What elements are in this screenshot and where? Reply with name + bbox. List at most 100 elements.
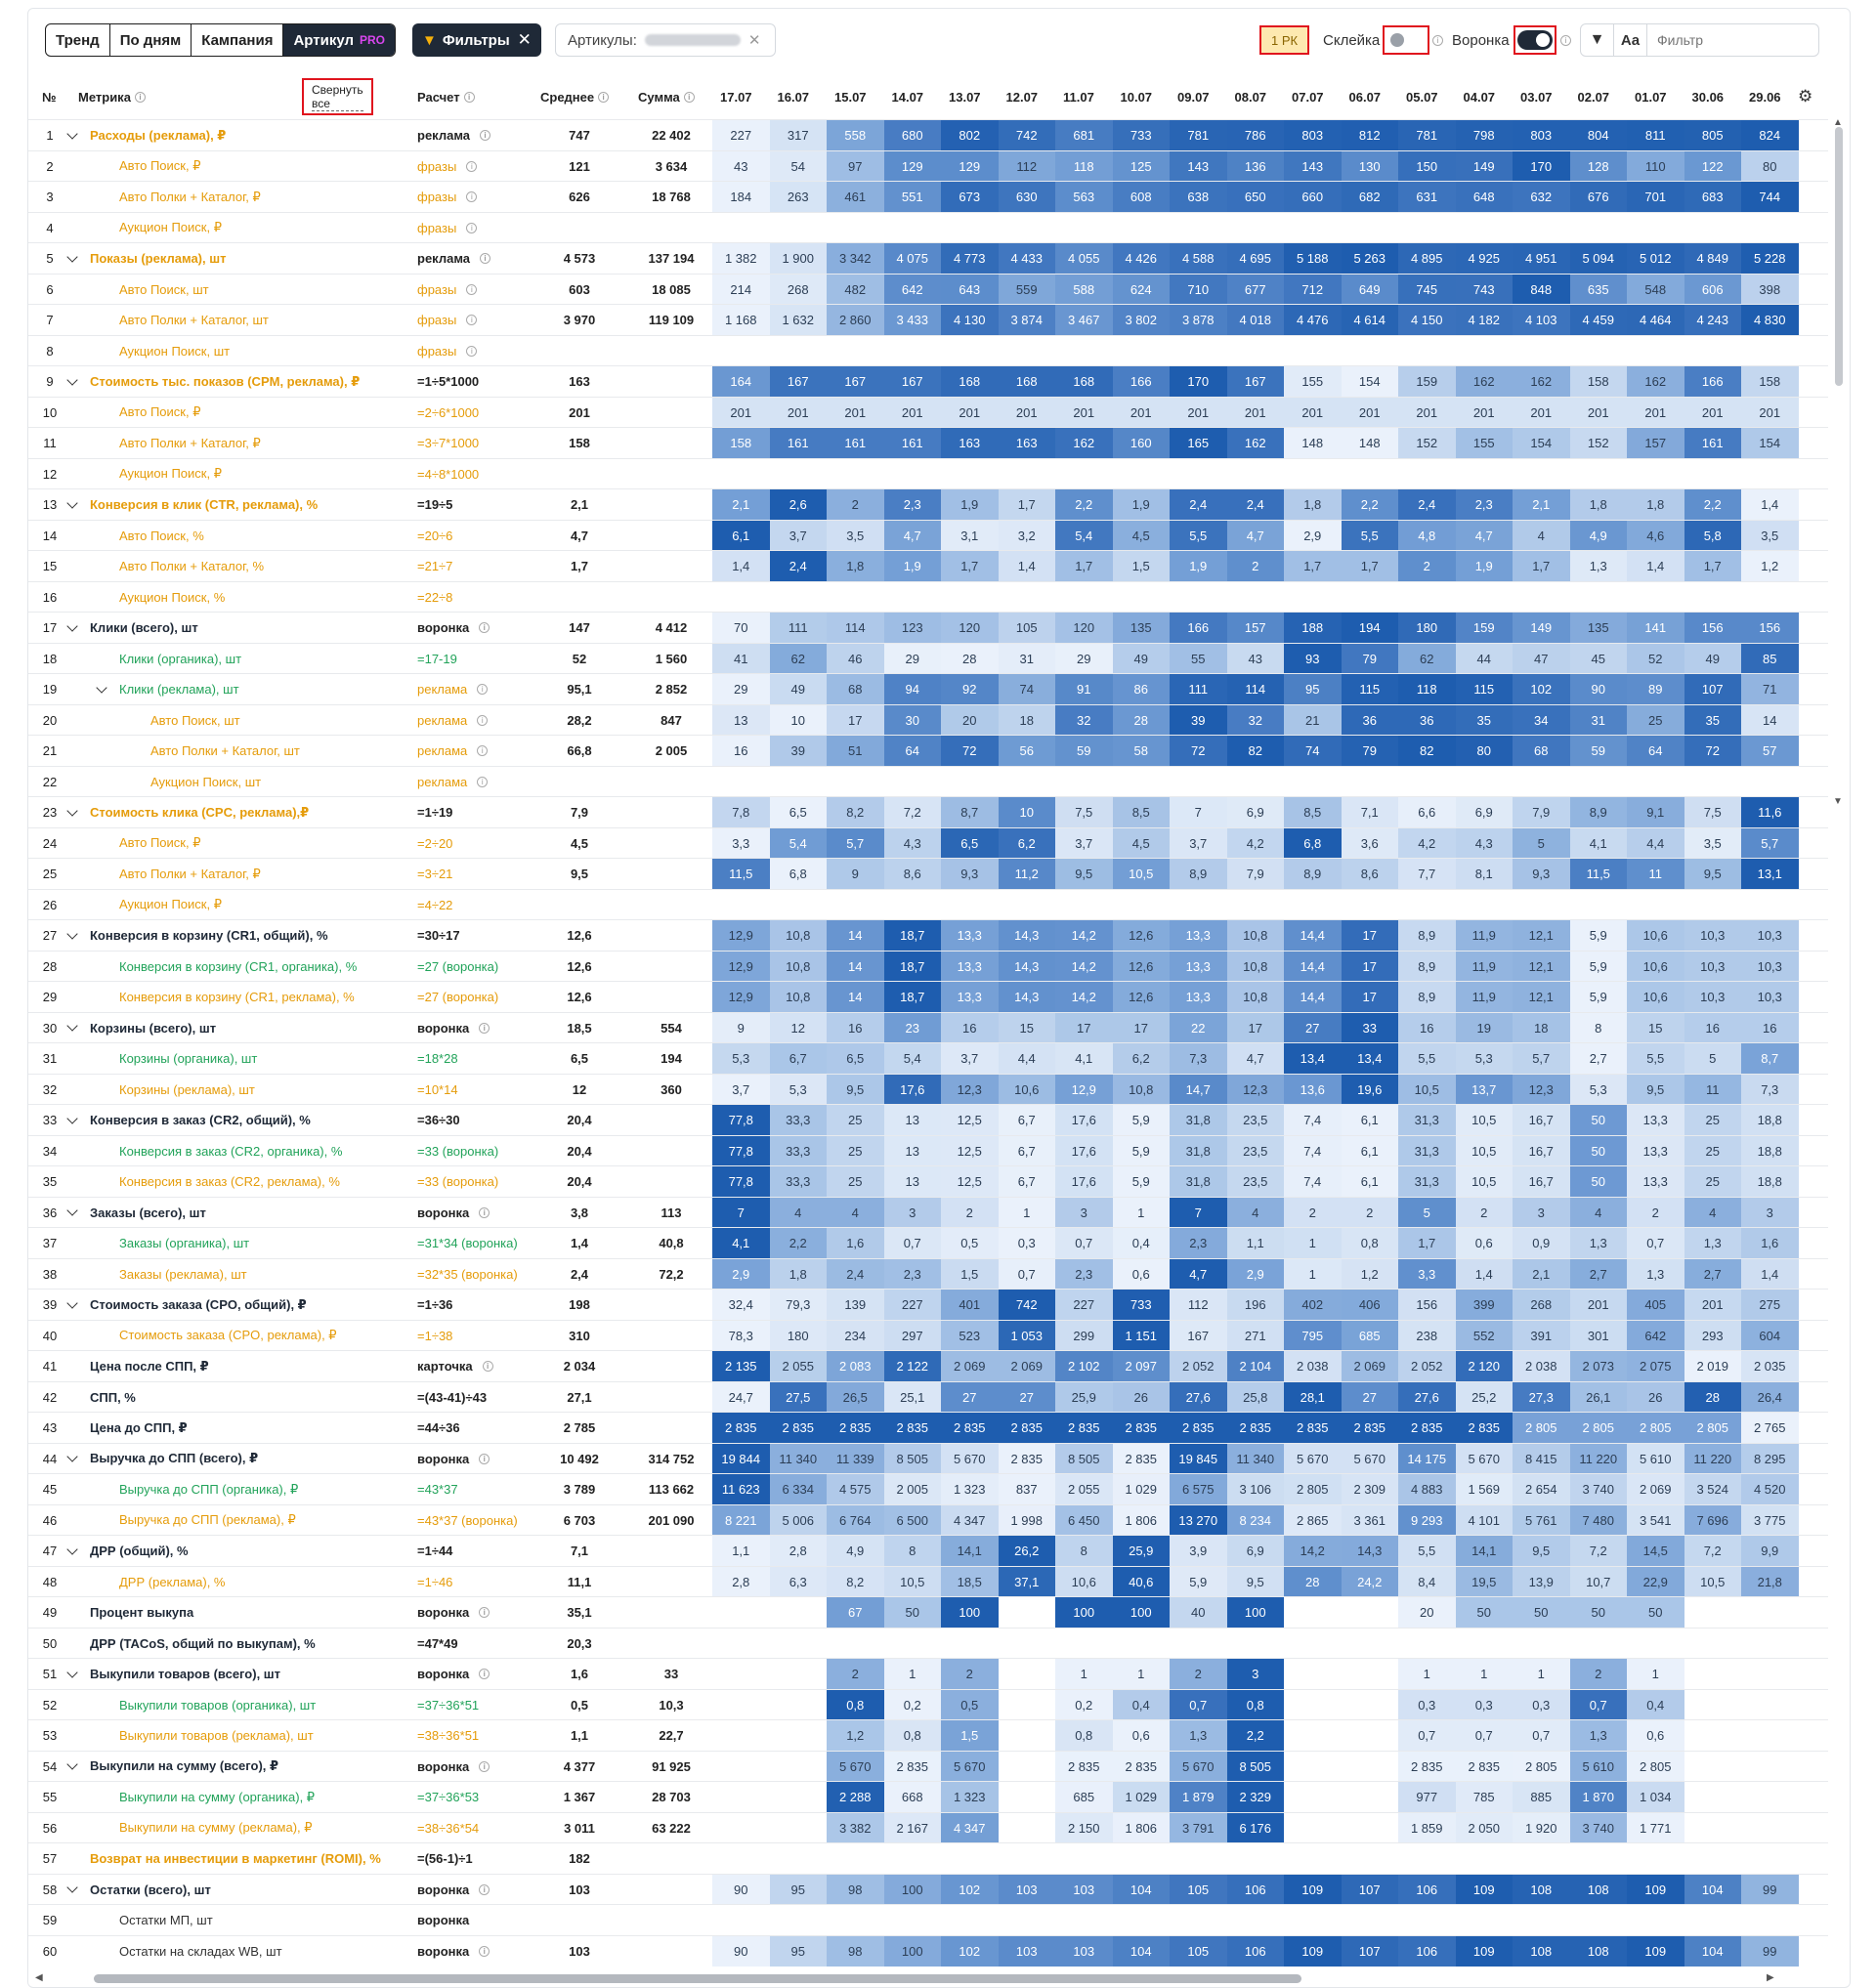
col-metric[interactable]: Метрика i [78, 76, 146, 117]
chevron-down-icon[interactable] [66, 1105, 84, 1136]
chevron-down-icon[interactable] [66, 920, 84, 952]
table-row[interactable]: 30 Корзины (всего), шт воронка i 18,5 554 9 12 1… [28, 1011, 1828, 1044]
table-row[interactable]: 40 Стоимость заказа (CPO, реклама), ₽ =1÷3… [28, 1319, 1828, 1351]
funnel-toggle-frame[interactable] [1514, 25, 1556, 55]
table-row[interactable]: 55 Выкупили на сумму (органика), ₽ =37÷36*… [28, 1781, 1828, 1813]
date-header[interactable]: 04.07 [1463, 89, 1496, 105]
info-icon[interactable]: i [466, 160, 478, 172]
filter-icon[interactable]: ▼ [1581, 24, 1614, 56]
avg-info-icon[interactable]: i [598, 91, 610, 103]
info-icon[interactable]: i [482, 1361, 493, 1373]
table-row[interactable]: 39 Стоимость заказа (CPO, общий), ₽ =1÷36 1… [28, 1289, 1828, 1321]
scroll-left-icon[interactable]: ◀ [35, 1972, 43, 1983]
info-icon[interactable]: i [479, 1760, 490, 1772]
chevron-down-icon[interactable] [66, 489, 84, 521]
clear-filters-icon[interactable]: ✕ [517, 30, 532, 49]
table-row[interactable]: 31 Корзины (органика), шт =18*28 6,5 194 5,3 6… [28, 1042, 1828, 1075]
table-row[interactable]: 9 Стоимость тыс. показов (CPM, реклама), … [28, 365, 1828, 398]
table-row[interactable]: 17 Клики (всего), шт воронка i 147 4 412 70 111… [28, 612, 1828, 644]
table-row[interactable]: 45 Выручка до СПП (органика), ₽ =43*37 3 78… [28, 1473, 1828, 1505]
info-icon[interactable]: i [477, 684, 489, 696]
date-header[interactable]: 07.07 [1292, 89, 1324, 105]
table-row[interactable]: 7 Авто Полки + Каталог, шт фразы i 3 970 119 … [28, 304, 1828, 336]
table-row[interactable]: 59 Остатки МП, шт воронка [28, 1904, 1828, 1935]
filter-input[interactable] [1647, 25, 1809, 55]
table-row[interactable]: 42 СПП, % =(43-41)÷43 27,1 24,7 27,5 26,5 25,1 2… [28, 1380, 1828, 1413]
articles-field[interactable]: Артикулы: ✕ [555, 23, 776, 57]
tab-campaign[interactable]: Кампания [192, 24, 284, 56]
date-header[interactable]: 14.07 [891, 89, 924, 105]
chevron-down-icon[interactable] [66, 1013, 84, 1044]
table-row[interactable]: 13 Конверсия в клик (CTR, реклама), % =19÷… [28, 488, 1828, 521]
info-icon[interactable]: i [480, 253, 490, 265]
table-row[interactable]: 14 Авто Поиск, % =20÷6 4,7 6,1 3,7 3,5 4,7 3,1 3,… [28, 519, 1828, 551]
info-icon[interactable]: i [479, 1607, 490, 1619]
glue-info-icon[interactable]: i [1432, 35, 1443, 46]
table-row[interactable]: 53 Выкупили товаров (реклама), шт =38÷36*5… [28, 1719, 1828, 1752]
table-row[interactable]: 49 Процент выкупа воронка i 35,1 67 50 100 100 10… [28, 1596, 1828, 1628]
info-icon[interactable]: i [479, 622, 490, 634]
chevron-down-icon[interactable] [66, 1659, 84, 1690]
info-icon[interactable]: i [479, 1453, 490, 1464]
date-header[interactable]: 29.06 [1749, 89, 1781, 105]
table-row[interactable]: 18 Клики (органика), шт =17-19 52 1 560 41 62 4… [28, 642, 1828, 674]
date-header[interactable]: 01.07 [1635, 89, 1667, 105]
info-icon[interactable]: i [479, 1206, 490, 1218]
funnel-info-icon[interactable]: i [1560, 35, 1571, 46]
date-header[interactable]: 12.07 [1005, 89, 1039, 105]
metric-info-icon[interactable]: i [134, 91, 146, 103]
table-row[interactable]: 11 Авто Полки + Каталог, ₽ =3÷7*1000 158 158… [28, 427, 1828, 459]
info-icon[interactable]: i [466, 222, 478, 233]
info-icon[interactable]: i [466, 191, 478, 203]
info-icon[interactable]: i [479, 1883, 490, 1895]
table-row[interactable]: 56 Выкупили на сумму (реклама), ₽ =38÷36*5… [28, 1811, 1828, 1843]
chevron-down-icon[interactable] [66, 120, 84, 151]
table-row[interactable]: 29 Конверсия в корзину (CR1, реклама), % =… [28, 981, 1828, 1013]
table-row[interactable]: 8 Аукцион Поиск, шт фразы i [28, 334, 1828, 366]
table-row[interactable]: 37 Заказы (органика), шт =31*34 (воронка) 1… [28, 1227, 1828, 1259]
table-row[interactable]: 4 Аукцион Поиск, ₽ фразы i [28, 211, 1828, 243]
table-row[interactable]: 50 ДРР (TACoS, общий по выкупам), % =47*49… [28, 1627, 1828, 1659]
table-row[interactable]: 28 Конверсия в корзину (CR1, органика), %… [28, 950, 1828, 982]
date-header[interactable]: 15.07 [834, 89, 867, 105]
table-row[interactable]: 27 Конверсия в корзину (CR1, общий), % =30… [28, 919, 1828, 952]
col-avg[interactable]: Среднее i [540, 76, 610, 117]
chevron-down-icon[interactable] [66, 1444, 84, 1475]
table-row[interactable]: 12 Аукцион Поиск, ₽ =4÷8*1000 [28, 457, 1828, 489]
scroll-right-icon[interactable]: ▶ [1767, 1972, 1774, 1983]
col-sum[interactable]: Сумма i [638, 76, 695, 117]
collapse-all-button[interactable]: Свернуть все [302, 78, 373, 115]
table-row[interactable]: 48 ДРР (реклама), % =1÷46 11,1 2,8 6,3 8,2 10,5… [28, 1565, 1828, 1597]
table-row[interactable]: 21 Авто Полки + Каталог, шт реклама i 66,8 2 … [28, 735, 1828, 767]
info-icon[interactable]: i [479, 1022, 490, 1034]
table-row[interactable]: 58 Остатки (всего), шт воронка i 103 90 95 98 10… [28, 1873, 1828, 1906]
table-row[interactable]: 51 Выкупили товаров (всего), шт воронка i 1,… [28, 1658, 1828, 1690]
table-row[interactable]: 2 Авто Поиск, ₽ фразы i 121 3 634 43 54 97 129 129… [28, 149, 1828, 182]
table-row[interactable]: 15 Авто Полки + Каталог, % =21÷7 1,7 1,4 2,4 1… [28, 550, 1828, 582]
info-icon[interactable]: i [480, 130, 490, 142]
table-row[interactable]: 41 Цена после СПП, ₽ карточка i 2 034 2 135 2 … [28, 1350, 1828, 1382]
table-row[interactable]: 47 ДРР (общий), % =1÷44 7,1 1,1 2,8 4,9 8 14,1 26… [28, 1535, 1828, 1567]
table-row[interactable]: 1 Расходы (реклама), ₽ реклама i 747 22 402 22… [28, 119, 1828, 151]
info-icon[interactable]: i [466, 315, 478, 326]
info-icon[interactable]: i [477, 714, 489, 726]
chevron-down-icon[interactable] [66, 1875, 84, 1906]
sum-info-icon[interactable]: i [683, 91, 695, 103]
info-icon[interactable]: i [479, 1945, 490, 1957]
table-row[interactable]: 16 Аукцион Поиск, % =22÷8 [28, 580, 1828, 613]
info-icon[interactable]: i [477, 745, 489, 757]
chevron-down-icon[interactable] [66, 366, 84, 398]
scroll-up-icon[interactable]: ▲ [1833, 117, 1843, 128]
horizontal-scrollbar[interactable] [94, 1974, 1301, 1983]
calc-info-icon[interactable]: i [463, 91, 475, 103]
tab-by-days[interactable]: По дням [110, 24, 192, 56]
chevron-down-icon[interactable] [66, 613, 84, 644]
table-row[interactable]: 35 Конверсия в заказ (CR2, реклама), % =33… [28, 1165, 1828, 1198]
chevron-down-icon[interactable] [66, 797, 84, 828]
chevron-down-icon[interactable] [66, 1752, 84, 1783]
table-row[interactable]: 26 Аукцион Поиск, ₽ =4÷22 [28, 888, 1828, 920]
table-row[interactable]: 52 Выкупили товаров (органика), шт =37÷36*… [28, 1688, 1828, 1720]
vertical-scrollbar[interactable] [1835, 127, 1843, 386]
glue-toggle[interactable] [1390, 33, 1404, 47]
table-row[interactable]: 3 Авто Полки + Каталог, ₽ фразы i 626 18 768 1… [28, 181, 1828, 213]
